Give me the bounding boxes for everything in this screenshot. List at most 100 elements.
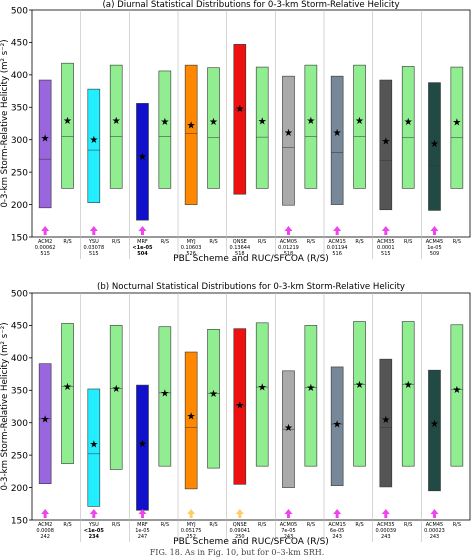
pvalue-label: 0.01194 [327, 245, 348, 251]
sample-size-label: 515 [40, 251, 50, 257]
sample-size-label: 526 [186, 251, 196, 257]
y-tick-label: 150 [11, 516, 28, 526]
scheme-mean-star: ★ [235, 401, 244, 412]
rs-mean-star: ★ [355, 380, 364, 391]
sample-size-label: 243 [284, 534, 294, 540]
rs-tick-label: R/S [63, 239, 71, 245]
pvalue-label: 0.0008 [36, 528, 54, 534]
scheme-box [330, 366, 344, 486]
rs-mean-star: ★ [355, 116, 364, 127]
significance-arrow-icon [41, 509, 50, 518]
scheme-box [379, 79, 393, 211]
scheme-mean-star: ★ [430, 419, 439, 430]
rs-tick-label: R/S [307, 239, 315, 245]
significance-arrow-icon [235, 509, 244, 518]
plot-frame [31, 9, 471, 238]
rs-box [158, 326, 172, 467]
scheme-mean-star: ★ [89, 440, 98, 451]
pvalue-label: <1e-05 [132, 245, 153, 251]
rs-box [450, 324, 464, 467]
rs-mean-star: ★ [209, 117, 218, 128]
pvalue-label: 7e-05 [281, 528, 295, 534]
scheme-mean-star: ★ [187, 120, 196, 131]
scheme-mean-star: ★ [381, 415, 390, 426]
rs-box [61, 62, 74, 189]
y-tick-label: 250 [11, 168, 28, 178]
rs-mean-star: ★ [258, 116, 267, 127]
rs-tick-label: R/S [161, 522, 169, 528]
significance-arrow-icon [284, 226, 293, 235]
rs-tick-label: R/S [209, 239, 217, 245]
scheme-tick-label: QNSE [233, 522, 247, 528]
scheme-tick-label: ACM05 [280, 522, 298, 528]
significance-arrow-icon [89, 226, 98, 235]
scheme-mean-star: ★ [138, 439, 147, 450]
y-tick-label: 400 [11, 71, 28, 81]
rs-tick-label: R/S [258, 522, 266, 528]
scheme-box [38, 79, 52, 209]
scheme-tick-label: ACM15 [328, 522, 346, 528]
pvalue-label: 0.09041 [229, 528, 250, 534]
plot-frame [31, 292, 471, 521]
rs-tick-label: R/S [161, 239, 169, 245]
scheme-mean-star: ★ [235, 104, 244, 115]
rs-tick-label: R/S [112, 522, 120, 528]
rs-tick-label: R/S [307, 522, 315, 528]
y-tick-label: 500 [11, 6, 28, 16]
sample-size-label: 250 [235, 534, 245, 540]
y-tick-label: 250 [11, 451, 28, 461]
scheme-box [184, 351, 198, 490]
sample-size-label: 515 [381, 251, 391, 257]
y-tick-label: 150 [11, 233, 28, 243]
sample-size-label: 504 [137, 251, 148, 257]
rs-box [158, 70, 172, 189]
rs-box [353, 321, 366, 467]
scheme-tick-label: YSU [88, 239, 99, 245]
significance-arrow-icon [430, 509, 439, 518]
scheme-tick-label: MYJ [187, 239, 196, 245]
rs-tick-label: R/S [404, 522, 412, 528]
significance-arrow-icon [430, 226, 439, 235]
scheme-tick-label: MRF [137, 239, 148, 245]
scheme-tick-label: ACM35 [377, 522, 395, 528]
significance-arrow-icon [333, 226, 342, 235]
scheme-tick-label: QNSE [233, 239, 247, 245]
significance-arrow-icon [41, 226, 50, 235]
rs-mean-star: ★ [63, 116, 72, 127]
rs-mean-star: ★ [258, 383, 267, 394]
rs-tick-label: R/S [209, 522, 217, 528]
rs-box [255, 66, 269, 189]
significance-arrow-icon [284, 509, 293, 518]
rs-mean-star: ★ [452, 385, 461, 396]
pvalue-label: <1e-05 [84, 528, 105, 534]
sample-size-label: 242 [40, 534, 50, 540]
scheme-box [38, 363, 52, 484]
y-tick-label: 300 [11, 136, 28, 146]
pvalue-label: 0.0001 [377, 245, 395, 251]
rs-box [401, 66, 415, 189]
sample-size-label: 243 [332, 534, 342, 540]
y-tick-label: 200 [11, 484, 28, 494]
scheme-mean-star: ★ [333, 420, 342, 431]
significance-arrow-icon [333, 509, 342, 518]
pvalue-label: 6e-05 [330, 528, 344, 534]
significance-arrow-icon [381, 226, 390, 235]
scheme-mean-star: ★ [284, 423, 293, 434]
rs-box [61, 323, 74, 464]
significance-arrow-icon [381, 509, 390, 518]
sample-size-label: 518 [235, 251, 245, 257]
rs-tick-label: R/S [258, 239, 266, 245]
scheme-tick-label: ACM45 [426, 522, 444, 528]
sample-size-label: 247 [138, 534, 148, 540]
rs-mean-star: ★ [112, 116, 121, 127]
figure-caption: FIG. 18. As in Fig. 10, but for 0–3-km S… [149, 548, 325, 557]
scheme-box [428, 369, 441, 492]
